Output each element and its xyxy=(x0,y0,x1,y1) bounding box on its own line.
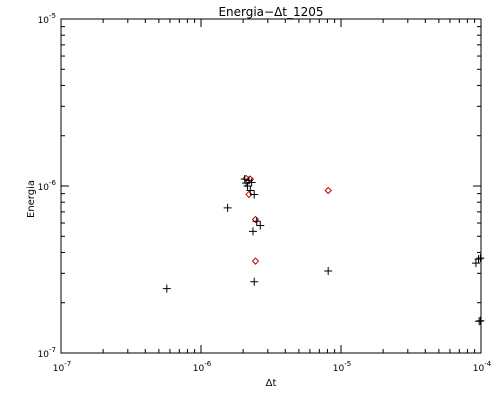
y-axis-label: Energia xyxy=(26,180,37,218)
x-tick-label: 10-7 xyxy=(53,360,71,374)
plus-marker xyxy=(246,186,255,195)
diamond-marker xyxy=(251,215,260,224)
plus-marker xyxy=(243,182,252,190)
diamond-marker xyxy=(324,186,332,195)
axis-ticks: 10-7 10-6 10-5 10-4 10-7 10-6 10-5 xyxy=(38,12,492,374)
plus-marker xyxy=(240,175,249,184)
plus-marker xyxy=(162,284,171,293)
plus-marker xyxy=(248,227,257,236)
x-tick-label: 10-6 xyxy=(193,360,212,374)
data-points xyxy=(162,174,485,326)
plus-marker xyxy=(474,255,483,264)
plus-marker xyxy=(471,259,480,268)
plus-marker xyxy=(476,316,485,325)
diamond-marker xyxy=(245,190,253,199)
plus-marker xyxy=(223,203,232,212)
x-tick-label: 10-5 xyxy=(333,360,351,374)
x-tick-label: 10-4 xyxy=(473,360,492,374)
plus-marker xyxy=(247,178,256,187)
y-tick-label: 10-7 xyxy=(38,346,56,360)
plus-marker xyxy=(324,266,333,275)
plus-marker xyxy=(252,217,261,226)
plus-marker xyxy=(476,254,485,263)
x-axis-label: Δt xyxy=(266,378,277,389)
plot-frame xyxy=(60,18,482,354)
plus-marker xyxy=(256,221,265,230)
y-tick-label: 10-6 xyxy=(38,179,57,193)
y-tick-label: 10-5 xyxy=(38,12,56,26)
chart-title: Energia−Δt_1205 xyxy=(218,5,323,19)
plus-marker xyxy=(250,190,259,199)
plus-marker xyxy=(250,277,259,286)
diamond-marker xyxy=(251,257,260,265)
